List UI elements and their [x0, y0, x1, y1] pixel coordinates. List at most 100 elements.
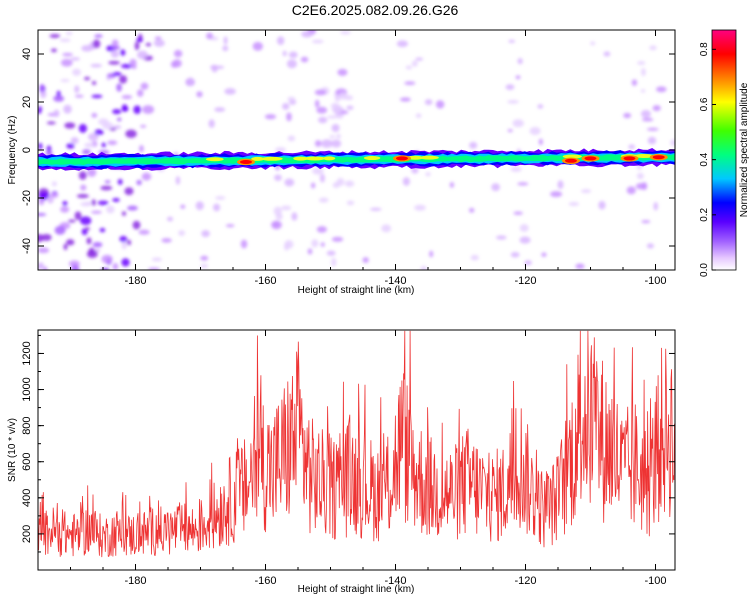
noise-blob	[78, 123, 88, 133]
noise-blob	[334, 94, 341, 102]
noise-blob	[59, 38, 71, 42]
noise-blob	[512, 119, 524, 128]
noise-blob	[318, 197, 329, 203]
signal-hotspot	[304, 156, 326, 161]
noise-blob	[505, 84, 515, 90]
noise-blob	[38, 212, 47, 217]
noise-blob	[331, 257, 337, 267]
y-tick-label: 40	[21, 48, 33, 60]
noise-blob	[107, 140, 118, 146]
noise-blob	[94, 34, 103, 38]
noise-blob	[491, 183, 501, 192]
noise-blob	[429, 250, 434, 258]
noise-blob	[110, 49, 120, 58]
noise-blob	[399, 97, 411, 102]
colorbar-tick-label: 0.6	[699, 97, 710, 111]
snr-x-ticks: -180 -160 -140 -120 -100	[37, 330, 667, 587]
noise-blob	[112, 108, 122, 115]
noise-blob	[590, 41, 596, 46]
noise-blob	[91, 112, 98, 118]
noise-blob	[435, 100, 445, 109]
noise-blob	[66, 143, 75, 149]
snr-line	[38, 330, 675, 558]
noise-blob	[91, 199, 96, 206]
x-tick-label: -180	[124, 275, 146, 287]
noise-blob	[126, 239, 132, 246]
noise-blob	[628, 144, 636, 150]
noise-blob	[195, 201, 204, 211]
noise-blob	[121, 94, 133, 100]
noise-blob	[510, 251, 520, 258]
noise-blob	[252, 41, 263, 51]
noise-blob	[316, 226, 328, 233]
noise-blob	[84, 227, 90, 231]
noise-blob	[92, 39, 101, 49]
spectrogram-noise	[38, 30, 675, 270]
noise-blob	[62, 200, 68, 206]
noise-blob	[517, 58, 523, 65]
noise-blob	[94, 129, 104, 136]
noise-blob	[125, 129, 137, 138]
noise-blob	[580, 189, 592, 194]
noise-blob	[116, 117, 122, 122]
noise-blob	[121, 241, 127, 250]
noise-blob	[91, 94, 103, 99]
noise-blob	[63, 243, 68, 251]
noise-blob	[70, 137, 79, 145]
noise-blob	[529, 126, 541, 136]
noise-blob	[637, 61, 646, 65]
spectrogram-y-label: Frequency (Hz)	[7, 116, 18, 185]
noise-blob	[140, 82, 149, 90]
noise-blob	[331, 236, 344, 242]
noise-blob	[47, 195, 54, 204]
noise-blob	[116, 83, 122, 92]
noise-blob	[631, 79, 638, 86]
noise-blob	[78, 171, 87, 180]
noise-blob	[136, 89, 144, 97]
noise-blob	[326, 250, 336, 256]
noise-blob	[286, 112, 292, 122]
y-tick-label: 20	[21, 96, 33, 108]
noise-blob	[411, 167, 419, 174]
noise-blob	[331, 123, 340, 132]
noise-blob	[51, 48, 57, 53]
noise-blob	[321, 139, 333, 148]
noise-blob	[327, 115, 339, 119]
noise-blob	[108, 60, 120, 65]
noise-blob	[46, 121, 56, 125]
noise-blob	[49, 34, 61, 38]
noise-blob	[63, 104, 72, 114]
noise-blob	[112, 45, 121, 50]
noise-blob	[208, 119, 215, 128]
noise-blob	[142, 105, 155, 114]
noise-blob	[346, 105, 354, 110]
noise-blob	[104, 180, 111, 184]
noise-blob	[84, 142, 95, 148]
noise-blob	[275, 147, 286, 153]
y-tick-label: -20	[21, 190, 33, 206]
x-tick-label: -120	[514, 275, 536, 287]
noise-blob	[180, 204, 186, 209]
noise-blob	[314, 99, 320, 108]
noise-blob	[72, 68, 82, 76]
noise-blob	[507, 99, 519, 104]
noise-blob	[38, 233, 44, 243]
x-tick-label: -100	[644, 275, 666, 287]
noise-blob	[74, 211, 82, 221]
x-tick-label: -120	[514, 575, 536, 587]
noise-blob	[640, 89, 646, 93]
noise-blob	[106, 205, 115, 214]
noise-blob	[54, 225, 66, 235]
noise-blob	[87, 133, 99, 141]
noise-blob	[141, 172, 152, 181]
snr-panel: -180 -160 -140 -120 -100 200 400 600 800 1000 120…	[7, 329, 676, 595]
signal-hotspot	[363, 156, 381, 161]
noise-blob	[517, 182, 529, 186]
noise-blob	[420, 265, 428, 270]
noise-blob	[173, 49, 183, 58]
noise-blob	[284, 178, 295, 187]
noise-blob	[541, 252, 547, 257]
noise-blob	[329, 135, 335, 139]
noise-blob	[598, 200, 606, 210]
noise-blob	[200, 255, 209, 261]
